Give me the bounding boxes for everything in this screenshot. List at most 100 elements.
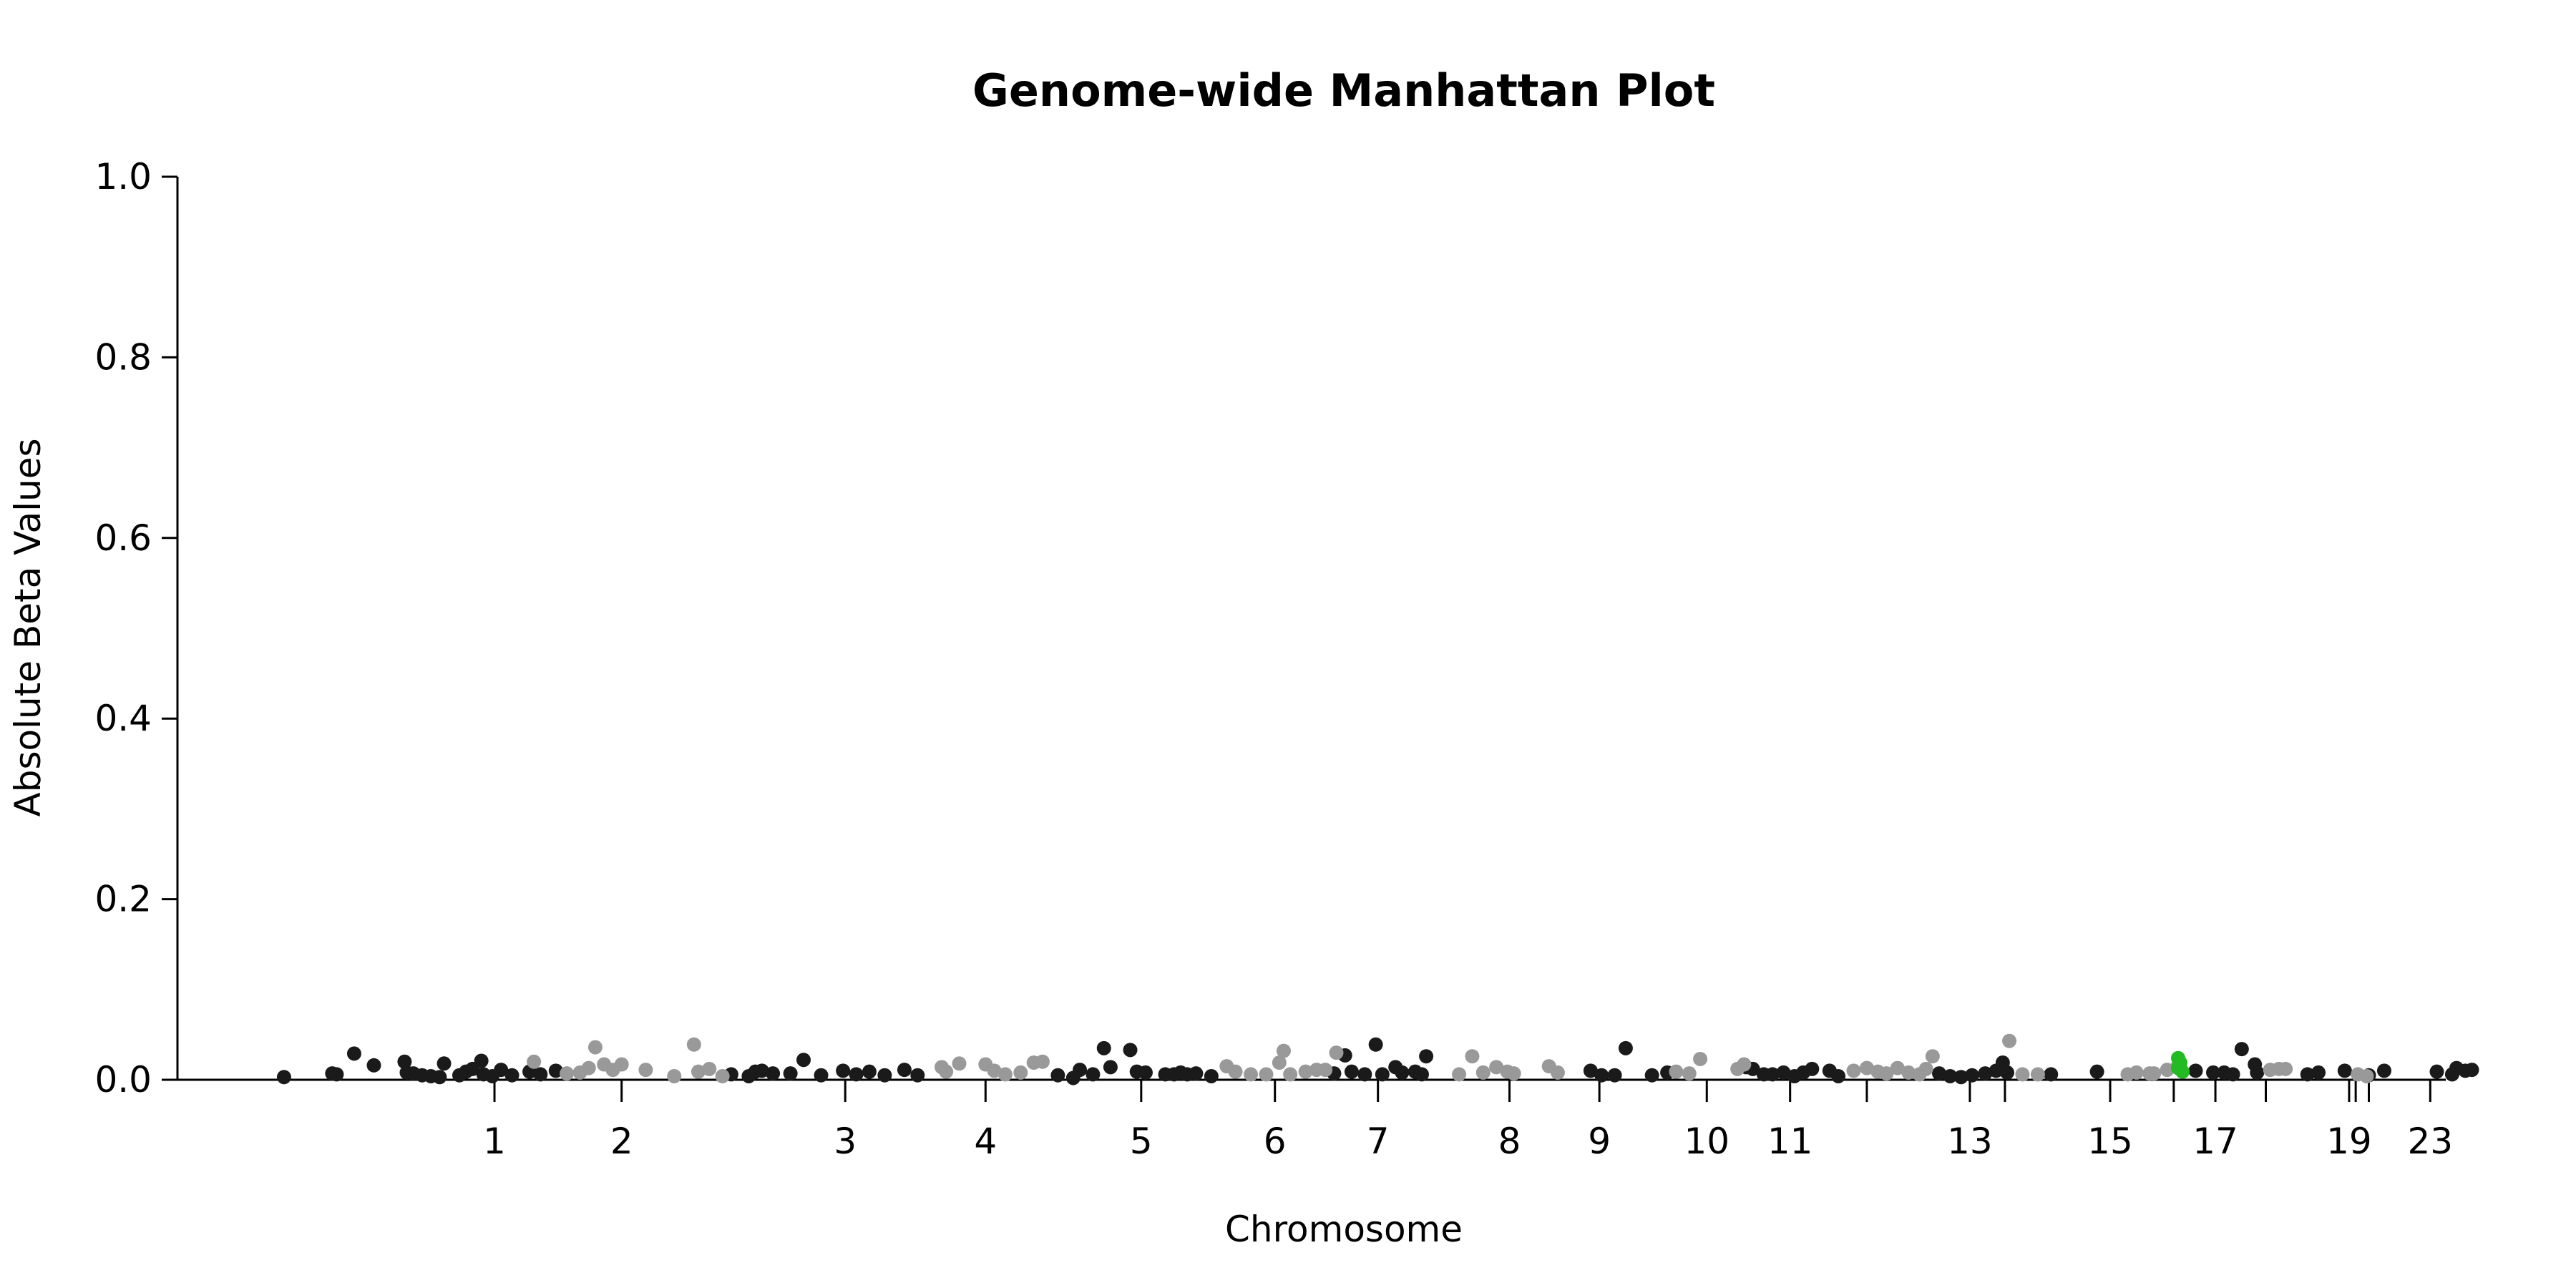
data-point-dark bbox=[2234, 1042, 2249, 1057]
data-point-light bbox=[667, 1068, 682, 1083]
data-point-dark bbox=[2188, 1063, 2203, 1078]
data-point-light bbox=[587, 1040, 602, 1055]
data-point-dark bbox=[1978, 1066, 1993, 1081]
data-point-dark bbox=[1073, 1063, 1088, 1078]
data-point-dark bbox=[1138, 1065, 1153, 1080]
data-point-dark bbox=[276, 1070, 291, 1085]
data-point-dark bbox=[1414, 1067, 1429, 1082]
data-point-light bbox=[2002, 1033, 2017, 1048]
data-point-dark bbox=[1050, 1068, 1065, 1083]
data-point-dark bbox=[2376, 1063, 2391, 1078]
data-point-dark bbox=[849, 1067, 864, 1082]
data-point-dark bbox=[474, 1053, 489, 1068]
data-point-light bbox=[691, 1064, 706, 1079]
data-point-dark bbox=[1357, 1067, 1372, 1082]
data-point-dark bbox=[1368, 1037, 1383, 1052]
data-point-light bbox=[1506, 1066, 1521, 1081]
x-axis-ticks: 1 2 3 4 5 6 7 8 9 10 11 13 15 17 19 23 bbox=[483, 1080, 2453, 1162]
x-tick-label: 23 bbox=[2407, 1121, 2453, 1162]
x-tick-label: 3 bbox=[834, 1121, 857, 1162]
data-point-dark bbox=[2337, 1063, 2352, 1078]
data-point-light bbox=[1283, 1067, 1298, 1082]
data-point-light bbox=[2129, 1065, 2144, 1080]
data-point-light bbox=[1318, 1063, 1333, 1078]
x-tick-label: 6 bbox=[1264, 1121, 1287, 1162]
data-point-dark bbox=[836, 1063, 851, 1078]
y-axis-ticks: 0.0 0.2 0.4 0.6 0.8 1.0 bbox=[94, 156, 177, 1101]
data-point-dark bbox=[1395, 1065, 1410, 1080]
x-tick-label: 19 bbox=[2326, 1121, 2372, 1162]
data-point-light bbox=[1276, 1043, 1291, 1058]
data-point-light bbox=[1475, 1065, 1491, 1080]
data-point-light bbox=[987, 1063, 1002, 1078]
data-point-light bbox=[2359, 1068, 2374, 1083]
data-point-light bbox=[997, 1067, 1013, 1082]
data-point-light bbox=[1846, 1063, 1861, 1078]
data-point-light bbox=[2030, 1067, 2045, 1082]
data-point-light bbox=[1228, 1064, 1243, 1079]
data-point-light bbox=[2278, 1061, 2293, 1076]
data-point-dark bbox=[1805, 1061, 1820, 1076]
data-point-dark bbox=[1943, 1068, 1958, 1083]
data-point-light bbox=[702, 1061, 717, 1076]
data-point-dark bbox=[1583, 1063, 1598, 1078]
data-point-light bbox=[1879, 1066, 1894, 1081]
y-tick-label: 0.4 bbox=[94, 698, 152, 739]
data-point-light bbox=[1737, 1057, 1752, 1072]
data-point-light bbox=[581, 1060, 596, 1075]
data-point-dark bbox=[504, 1068, 519, 1083]
x-tick-label: 8 bbox=[1498, 1121, 1521, 1162]
data-point-dark bbox=[1419, 1049, 1434, 1064]
x-tick-label: 17 bbox=[2192, 1121, 2238, 1162]
data-point-light bbox=[1298, 1064, 1313, 1079]
x-tick-label: 9 bbox=[1588, 1121, 1611, 1162]
x-tick-label: 7 bbox=[1367, 1121, 1390, 1162]
data-point-dark bbox=[346, 1046, 361, 1061]
data-point-light bbox=[1901, 1065, 1916, 1080]
data-point-light bbox=[715, 1068, 730, 1083]
data-point-dark bbox=[1085, 1067, 1101, 1082]
data-point-dark bbox=[1204, 1068, 1219, 1083]
y-axis-label: Absolute Beta Values bbox=[7, 439, 49, 817]
data-point-light bbox=[1244, 1067, 1259, 1082]
data-point-light bbox=[939, 1064, 954, 1079]
data-point-light bbox=[1682, 1066, 1697, 1081]
data-point-light bbox=[1013, 1065, 1028, 1080]
data-point-dark bbox=[1123, 1043, 1138, 1058]
data-point-dark bbox=[1189, 1066, 1204, 1081]
data-point-dark bbox=[2089, 1064, 2104, 1079]
data-point-dark bbox=[2250, 1065, 2265, 1080]
data-point-dark bbox=[2044, 1067, 2059, 1082]
data-point-light bbox=[1465, 1049, 1480, 1064]
data-point-light bbox=[1859, 1060, 1874, 1075]
data-point-dark bbox=[783, 1066, 798, 1081]
data-point-light bbox=[1452, 1067, 1467, 1082]
data-point-light bbox=[1669, 1064, 1684, 1079]
y-tick-label: 0.6 bbox=[94, 517, 152, 559]
data-point-light bbox=[2160, 1063, 2175, 1078]
data-point-dark bbox=[1953, 1070, 1968, 1085]
data-point-dark bbox=[494, 1063, 509, 1078]
data-point-dark bbox=[766, 1066, 781, 1081]
data-point-dark bbox=[877, 1068, 892, 1083]
data-point-light bbox=[952, 1056, 967, 1071]
data-point-dark bbox=[533, 1067, 548, 1082]
data-point-dark bbox=[796, 1053, 811, 1068]
data-point-light bbox=[1272, 1055, 1287, 1070]
x-tick-label: 5 bbox=[1130, 1121, 1153, 1162]
x-tick-label: 2 bbox=[610, 1121, 633, 1162]
data-point-light bbox=[1035, 1054, 1050, 1069]
data-point-dark bbox=[366, 1058, 381, 1073]
data-points bbox=[276, 1033, 2479, 1085]
data-point-light bbox=[614, 1057, 629, 1072]
data-point-dark bbox=[1964, 1068, 1979, 1083]
data-point-dark bbox=[2300, 1067, 2315, 1082]
chart-title: Genome-wide Manhattan Plot bbox=[972, 64, 1715, 117]
y-tick-label: 0.8 bbox=[94, 336, 152, 378]
data-point-light bbox=[560, 1066, 575, 1081]
x-tick-label: 4 bbox=[974, 1121, 997, 1162]
data-point-dark bbox=[1375, 1067, 1390, 1082]
y-tick-label: 0.0 bbox=[94, 1059, 152, 1101]
data-point-light bbox=[1329, 1045, 1344, 1060]
data-point-light bbox=[1550, 1065, 1565, 1080]
